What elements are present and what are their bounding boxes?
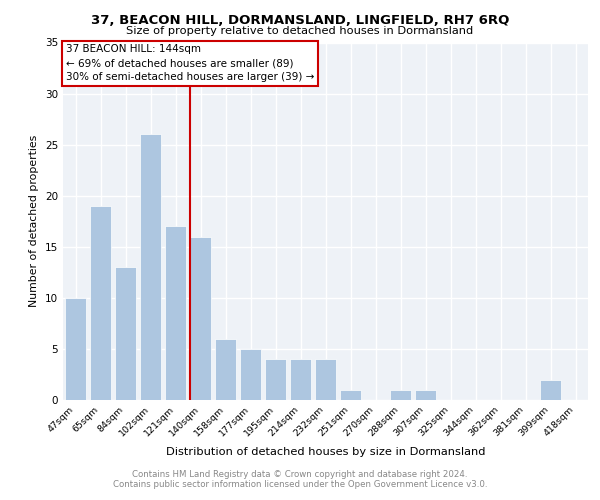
Bar [190,236,211,400]
Bar [315,359,336,400]
Bar [65,298,86,400]
Text: Contains public sector information licensed under the Open Government Licence v3: Contains public sector information licen… [113,480,487,489]
Bar [415,390,436,400]
Bar [165,226,186,400]
Text: Size of property relative to detached houses in Dormansland: Size of property relative to detached ho… [127,26,473,36]
Bar [340,390,361,400]
Bar [240,349,261,400]
Bar [390,390,411,400]
Bar [265,359,286,400]
Text: Contains HM Land Registry data © Crown copyright and database right 2024.: Contains HM Land Registry data © Crown c… [132,470,468,479]
Bar [140,134,161,400]
Y-axis label: Number of detached properties: Number of detached properties [29,135,40,308]
Text: 37, BEACON HILL, DORMANSLAND, LINGFIELD, RH7 6RQ: 37, BEACON HILL, DORMANSLAND, LINGFIELD,… [91,14,509,28]
Bar [540,380,561,400]
Bar [215,338,236,400]
X-axis label: Distribution of detached houses by size in Dormansland: Distribution of detached houses by size … [166,446,485,456]
Bar [115,267,136,400]
Text: 37 BEACON HILL: 144sqm
← 69% of detached houses are smaller (89)
30% of semi-det: 37 BEACON HILL: 144sqm ← 69% of detached… [65,44,314,82]
Bar [290,359,311,400]
Bar [90,206,111,400]
